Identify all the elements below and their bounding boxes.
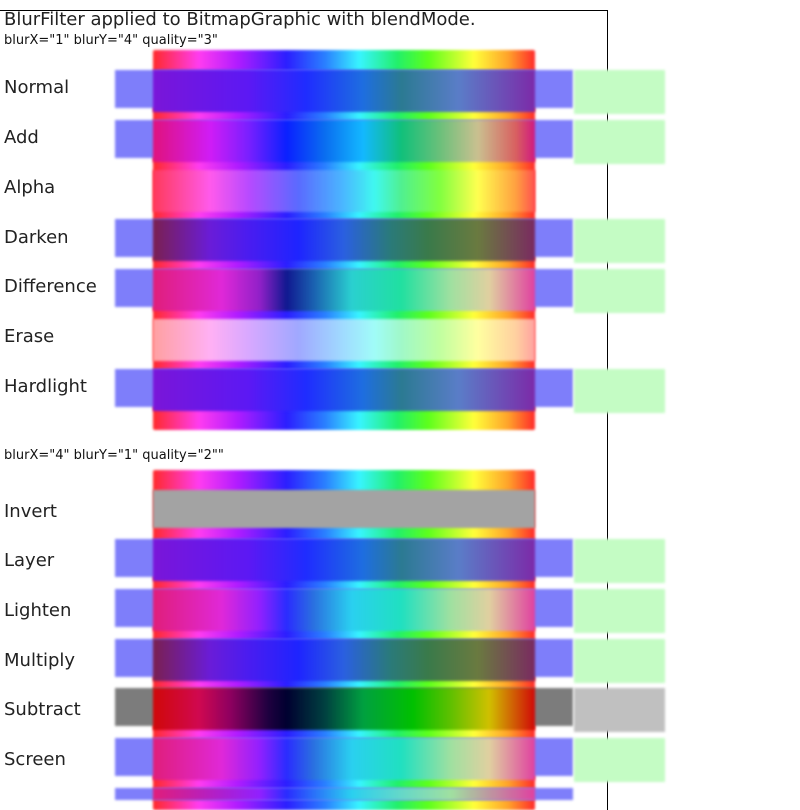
green-rect-darken bbox=[574, 219, 665, 263]
label-invert: Invert bbox=[4, 501, 57, 522]
blend-lighten bbox=[153, 589, 535, 631]
green-rect-difference bbox=[574, 269, 665, 313]
green-rect-normal bbox=[574, 70, 665, 114]
section-2-subtitle: blurX="4" blurY="1" quality="2"" bbox=[4, 448, 224, 463]
label-lighten: Lighten bbox=[4, 600, 72, 621]
blend-subtract bbox=[153, 688, 535, 730]
blend-erase bbox=[153, 319, 535, 361]
green-rect-multiply bbox=[574, 639, 665, 683]
blend-difference bbox=[153, 269, 535, 311]
blend-alpha bbox=[153, 170, 535, 212]
blend-multiply bbox=[153, 639, 535, 681]
blend-darken bbox=[153, 219, 535, 261]
label-erase: Erase bbox=[4, 326, 55, 347]
label-add: Add bbox=[4, 127, 39, 148]
blend-screen bbox=[153, 738, 535, 780]
section-1-subtitle: blurX="1" blurY="4" quality="3" bbox=[4, 33, 218, 48]
label-screen: Screen bbox=[4, 749, 66, 770]
light-gray-rect-subtract bbox=[574, 688, 665, 732]
green-rect-lighten bbox=[574, 589, 665, 633]
green-rect-add bbox=[574, 120, 665, 164]
label-multiply: Multiply bbox=[4, 650, 76, 671]
green-rect-layer bbox=[574, 539, 665, 583]
green-rect-screen bbox=[574, 738, 665, 782]
label-darken: Darken bbox=[4, 227, 69, 248]
label-hardlight: Hardlight bbox=[4, 376, 87, 397]
green-rect-hardlight bbox=[574, 369, 665, 413]
blend-normal bbox=[153, 70, 535, 112]
label-layer: Layer bbox=[4, 550, 55, 571]
label-subtract: Subtract bbox=[4, 699, 81, 720]
label-normal: Normal bbox=[4, 77, 70, 98]
page-title: BlurFilter applied to BitmapGraphic with… bbox=[4, 9, 476, 30]
blend-hardlight bbox=[153, 369, 535, 411]
blend-invert bbox=[153, 490, 535, 528]
blend-add bbox=[153, 120, 535, 162]
label-alpha: Alpha bbox=[4, 177, 56, 198]
label-difference: Difference bbox=[4, 276, 97, 297]
blend-partial bbox=[153, 788, 535, 800]
blend-layer bbox=[153, 539, 535, 581]
